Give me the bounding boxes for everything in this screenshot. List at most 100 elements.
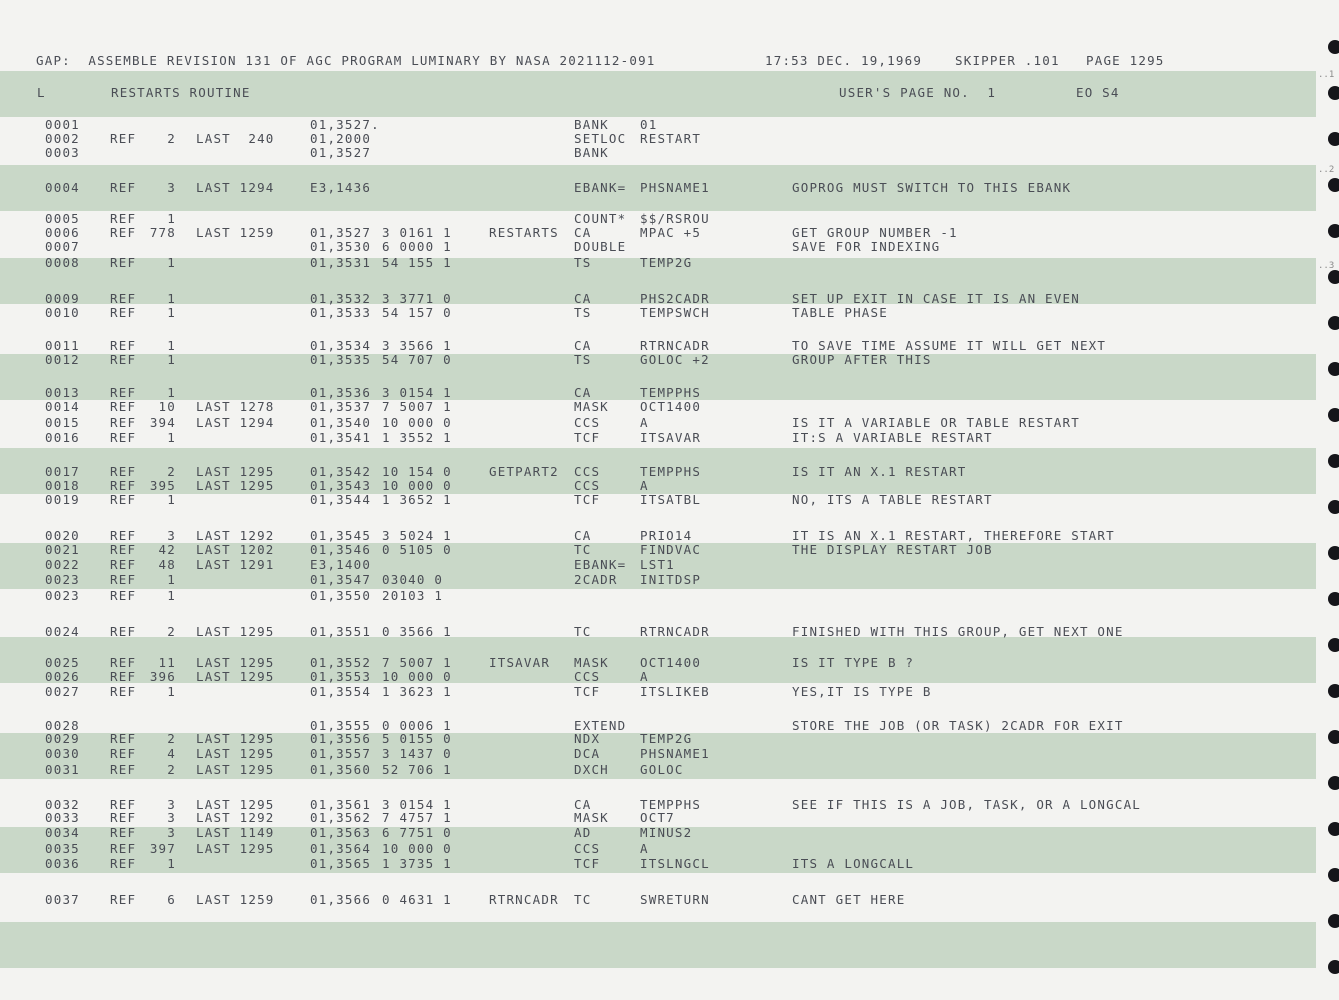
operand: PRIO14 bbox=[640, 528, 693, 543]
listing-line: 0032 REF 3 LAST 1295 01,3561 3 0154 1 CA TEMPPH… bbox=[0, 797, 1316, 812]
opcode: CCS bbox=[574, 841, 601, 856]
line-number: 0009 bbox=[45, 291, 80, 306]
line-number: 0033 bbox=[45, 810, 80, 825]
operand: TEMPPHS bbox=[640, 385, 702, 400]
ref-count: 3 bbox=[167, 797, 176, 812]
comment: TABLE PHASE bbox=[792, 305, 888, 320]
ref-marker: REF bbox=[110, 856, 137, 871]
octal-code: 7 4757 1 bbox=[382, 810, 452, 825]
feed-hole bbox=[1328, 730, 1339, 744]
last-page: LAST 1295 bbox=[196, 655, 275, 670]
octal-code: 10 000 0 bbox=[382, 415, 452, 430]
address: 01,3557 bbox=[310, 746, 372, 761]
opcode: TC bbox=[574, 624, 592, 639]
ref-marker: REF bbox=[110, 669, 137, 684]
last-page: LAST 1295 bbox=[196, 746, 275, 761]
opcode: CCS bbox=[574, 478, 601, 493]
line-number: 0007 bbox=[45, 239, 80, 254]
line-number: 0032 bbox=[45, 797, 80, 812]
octal-code: 03040 0 bbox=[382, 572, 444, 587]
opcode: TS bbox=[574, 352, 592, 367]
operand: $$/RSROU bbox=[640, 211, 710, 226]
listing-line: 0017 REF 2 LAST 1295 01,3542 10 154 0 GETPART2… bbox=[0, 464, 1316, 479]
opcode: CCS bbox=[574, 415, 601, 430]
feed-hole bbox=[1328, 822, 1339, 836]
ref-count: 394 bbox=[149, 415, 176, 430]
ref-count: 1 bbox=[167, 572, 176, 587]
operand: PHS2CADR bbox=[640, 291, 710, 306]
listing-line: 0015 REF 394 LAST 1294 01,3540 10 000 0 CCS A IS… bbox=[0, 415, 1316, 430]
opcode: EBANK= bbox=[574, 180, 627, 195]
ref-marker: REF bbox=[110, 338, 137, 353]
ref-marker: REF bbox=[110, 180, 137, 195]
line-number: 0027 bbox=[45, 684, 80, 699]
line-number: 0037 bbox=[45, 892, 80, 907]
ref-count: 778 bbox=[149, 225, 176, 240]
listing-line: 0003 01,3527 BANK bbox=[0, 145, 1316, 160]
ref-marker: REF bbox=[110, 305, 137, 320]
octal-code: 54 707 0 bbox=[382, 352, 452, 367]
paper-band bbox=[0, 354, 1316, 400]
ref-marker: REF bbox=[110, 655, 137, 670]
address: 01,3530 bbox=[310, 239, 372, 254]
octal-code: 3 1437 0 bbox=[382, 746, 452, 761]
ref-count: 6 bbox=[167, 892, 176, 907]
listing-line: 0002 REF 2 LAST 240 01,2000 SETLOC RESTART bbox=[0, 131, 1316, 146]
listing-line: 0024 REF 2 LAST 1295 01,3551 0 3566 1 TC RTRNCA… bbox=[0, 624, 1316, 639]
ref-marker: REF bbox=[110, 572, 137, 587]
opcode: CA bbox=[574, 338, 592, 353]
ref-marker: REF bbox=[110, 762, 137, 777]
address: 01,3535 bbox=[310, 352, 372, 367]
margin-mark: ..2 bbox=[1318, 165, 1335, 175]
feed-hole bbox=[1328, 546, 1339, 560]
address: 01,3542 bbox=[310, 464, 372, 479]
address: 01,3532 bbox=[310, 291, 372, 306]
opcode: CA bbox=[574, 291, 592, 306]
line-number: 0008 bbox=[45, 255, 80, 270]
operand: A bbox=[640, 415, 649, 430]
ref-marker: REF bbox=[110, 588, 137, 603]
paper-band bbox=[0, 827, 1316, 873]
line-number: 0013 bbox=[45, 385, 80, 400]
margin-mark: ..1 bbox=[1318, 70, 1335, 80]
assembly-time: 17:53 DEC. 19,1969 bbox=[765, 53, 923, 68]
octal-code: 3 3771 0 bbox=[382, 291, 452, 306]
operand: TEMP2G bbox=[640, 731, 693, 746]
listing-line: 0001 01,3527. BANK 01 bbox=[0, 117, 1316, 132]
last-page: LAST 1295 bbox=[196, 478, 275, 493]
ref-count: 11 bbox=[158, 655, 176, 670]
ref-count: 397 bbox=[149, 841, 176, 856]
ref-count: 3 bbox=[167, 180, 176, 195]
listing-line: 0019 REF 1 01,3544 1 3652 1 TCF ITSATBL NO, ITS… bbox=[0, 492, 1316, 507]
last-page: LAST 1295 bbox=[196, 464, 275, 479]
last-page: LAST 1149 bbox=[196, 825, 275, 840]
ref-marker: REF bbox=[110, 464, 137, 479]
operand: A bbox=[640, 669, 649, 684]
operand: TEMPSWCH bbox=[640, 305, 710, 320]
address: 01,3527 bbox=[310, 225, 372, 240]
ref-marker: REF bbox=[110, 385, 137, 400]
margin-mark: ..3 bbox=[1318, 261, 1335, 271]
address: 01,3552 bbox=[310, 655, 372, 670]
feed-hole bbox=[1328, 684, 1339, 698]
listing-line: 0031 REF 2 LAST 1295 01,3560 52 706 1 DXCH GOLO… bbox=[0, 762, 1316, 777]
line-number: 0011 bbox=[45, 338, 80, 353]
comment: IS IT A VARIABLE OR TABLE RESTART bbox=[792, 415, 1080, 430]
opcode: CCS bbox=[574, 669, 601, 684]
last-page: LAST 1294 bbox=[196, 415, 275, 430]
listing-code: L bbox=[37, 85, 46, 100]
listing-line: 0010 REF 1 01,3533 54 157 0 TS TEMPSWCH TABLE P… bbox=[0, 305, 1316, 320]
last-page: LAST 1292 bbox=[196, 810, 275, 825]
ref-count: 2 bbox=[167, 464, 176, 479]
last-page: LAST 1278 bbox=[196, 399, 275, 414]
address: 01,3553 bbox=[310, 669, 372, 684]
octal-code: 0 4631 1 bbox=[382, 892, 452, 907]
address: 01,3566 bbox=[310, 892, 372, 907]
operand: OCT1400 bbox=[640, 655, 702, 670]
last-page: LAST 1259 bbox=[196, 892, 275, 907]
octal-code: 1 3552 1 bbox=[382, 430, 452, 445]
opcode: TCF bbox=[574, 430, 601, 445]
comment: IS IT TYPE B ? bbox=[792, 655, 915, 670]
operand: TEMPPHS bbox=[640, 797, 702, 812]
octal-code: 3 5024 1 bbox=[382, 528, 452, 543]
